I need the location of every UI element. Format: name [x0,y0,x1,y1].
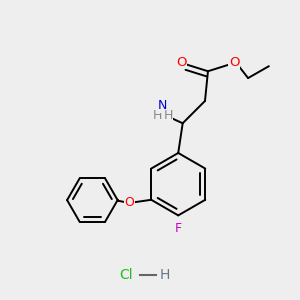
Text: O: O [176,56,187,69]
Text: H: H [164,109,173,122]
Text: N: N [158,99,167,112]
Text: H: H [160,268,170,282]
Text: O: O [229,56,239,69]
Text: H: H [153,109,162,122]
Text: O: O [124,196,134,209]
Text: Cl: Cl [119,268,133,282]
Text: F: F [175,222,182,235]
